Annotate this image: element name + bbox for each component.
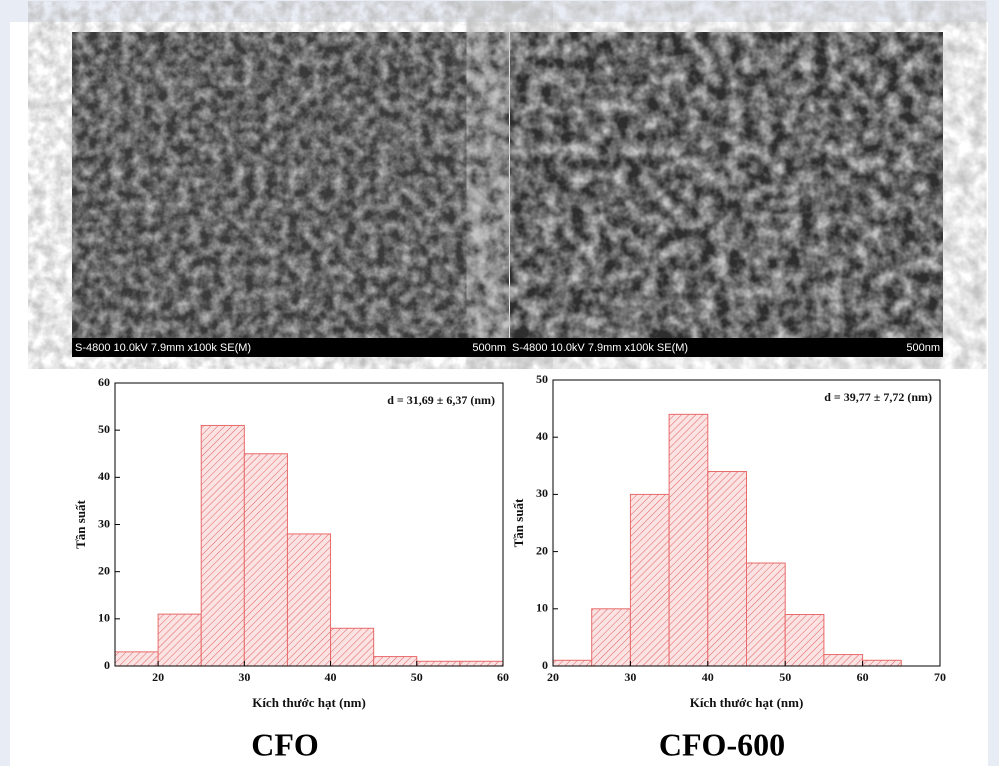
x-tick-label: 40 — [702, 670, 714, 684]
y-tick-label: 20 — [98, 563, 110, 577]
x-axis-title: Kích thước hạt (nm) — [252, 695, 366, 710]
annotation: d = 31,69 ± 6,37 (nm) — [387, 393, 495, 407]
bar — [747, 563, 786, 666]
annotation: d = 39,77 ± 7,72 (nm) — [824, 390, 932, 404]
x-tick-label: 50 — [411, 670, 423, 684]
bar — [201, 425, 244, 666]
bar — [824, 655, 863, 666]
sem-scale: 500nm — [472, 342, 506, 354]
y-axis-title: Tần suất — [73, 499, 88, 548]
x-tick-label: 60 — [857, 670, 869, 684]
bar — [708, 472, 747, 666]
bar — [374, 657, 417, 666]
sem-scale: 500nm — [906, 342, 940, 354]
y-tick-label: 30 — [98, 516, 110, 530]
panel-label: CFO — [251, 726, 319, 762]
y-tick-label: 50 — [536, 372, 548, 386]
y-axis-title: Tần suất — [511, 498, 526, 547]
y-tick-label: 40 — [536, 429, 548, 443]
x-tick-label: 60 — [497, 670, 509, 684]
panel-label: CFO-600 — [659, 726, 785, 762]
y-tick-label: 60 — [98, 375, 110, 389]
y-tick-label: 50 — [98, 422, 110, 436]
x-tick-label: 20 — [152, 670, 164, 684]
bar — [863, 660, 902, 666]
bar — [244, 454, 287, 666]
x-tick-label: 40 — [325, 670, 337, 684]
bar — [785, 615, 824, 666]
bar — [630, 494, 669, 666]
sem-texture — [72, 32, 509, 338]
y-tick-label: 0 — [542, 658, 548, 672]
x-tick-label: 70 — [934, 670, 946, 684]
x-tick-label: 20 — [547, 670, 559, 684]
y-tick-label: 20 — [536, 543, 548, 557]
sem-texture — [510, 32, 943, 338]
y-tick-label: 40 — [98, 469, 110, 483]
bar — [592, 609, 631, 666]
y-tick-label: 30 — [536, 486, 548, 500]
bar — [115, 652, 158, 666]
bar — [669, 414, 708, 666]
figure: S-4800 10.0kV 7.9mm x100k SE(M) 500nm S-… — [0, 0, 999, 766]
y-tick-label: 10 — [536, 601, 548, 615]
bar — [331, 628, 374, 666]
bar — [158, 614, 201, 666]
sem-info: S-4800 10.0kV 7.9mm x100k SE(M) — [75, 342, 251, 354]
x-tick-label: 50 — [779, 670, 791, 684]
sem-info: S-4800 10.0kV 7.9mm x100k SE(M) — [512, 342, 688, 354]
y-tick-label: 10 — [98, 611, 110, 625]
bar — [287, 534, 330, 666]
x-axis-title: Kích thước hạt (nm) — [690, 695, 804, 710]
bar — [460, 661, 503, 666]
x-tick-label: 30 — [238, 670, 250, 684]
x-tick-label: 30 — [624, 670, 636, 684]
y-tick-label: 0 — [104, 658, 110, 672]
bar — [417, 661, 460, 666]
bar — [553, 660, 592, 666]
